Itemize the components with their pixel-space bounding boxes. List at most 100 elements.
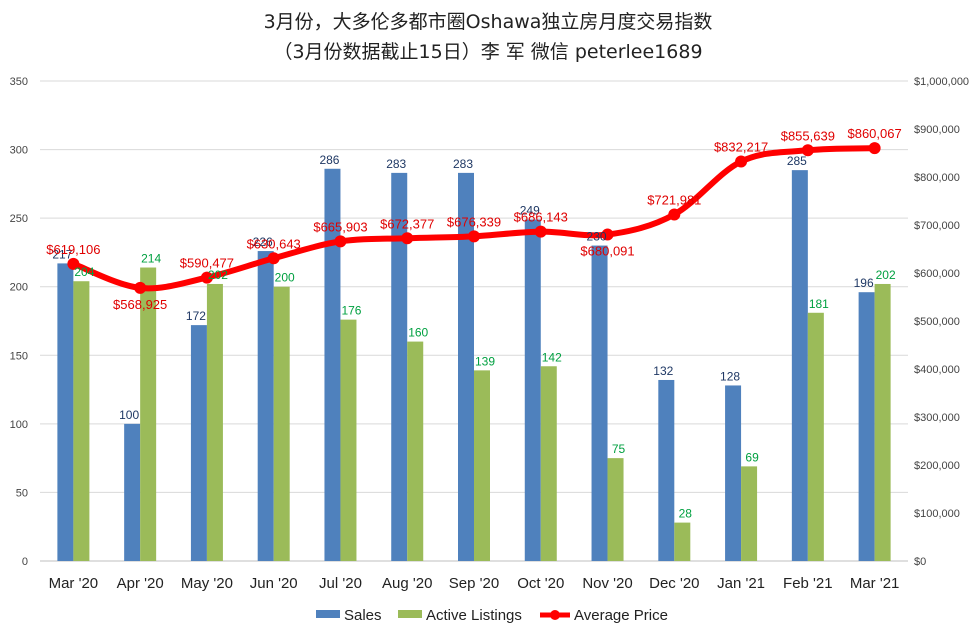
active-listings-bar (273, 286, 290, 561)
average-price-point (534, 225, 547, 238)
legend-average-price-label: Average Price (574, 607, 668, 624)
active-listings-data-label: 75 (612, 442, 626, 456)
average-price-point (334, 235, 347, 248)
legend-sales: Sales (316, 607, 382, 624)
x-tick-label: Jul '20 (319, 575, 362, 592)
average-price-point (267, 252, 280, 265)
y-right-tick-label: $600,000 (914, 268, 960, 280)
active-listings-bar (474, 370, 490, 561)
x-tick-label: Dec '20 (649, 575, 699, 592)
x-tick-label: Jun '20 (250, 575, 298, 592)
active-listings-bar (340, 319, 357, 561)
average-price-point (801, 144, 814, 157)
x-tick-label: Feb '21 (783, 575, 833, 592)
active-listings-data-label: 204 (74, 265, 94, 279)
sales-bar (324, 168, 341, 561)
average-price-data-label: $676,339 (447, 214, 501, 229)
legend-active-listings-label: Active Listings (426, 607, 522, 624)
sales-data-label: 196 (854, 276, 874, 290)
y-right-tick-label: $300,000 (914, 412, 960, 424)
sales-bar (391, 172, 408, 561)
average-price-point (200, 271, 213, 284)
x-tick-label: Mar '20 (49, 575, 99, 592)
average-price-data-label: $672,377 (380, 216, 434, 231)
sales-data-label: 283 (386, 157, 406, 171)
average-price-point (601, 228, 614, 241)
y-right-tick-label: $800,000 (914, 172, 960, 184)
average-price-data-label: $721,981 (647, 192, 701, 207)
active-listings-bar (407, 341, 424, 561)
active-listings-bar (206, 283, 223, 561)
sales-data-label: 100 (119, 408, 139, 422)
y-left-tick-label: 150 (10, 350, 28, 362)
average-price-data-label: $665,903 (313, 219, 367, 234)
average-price-point (868, 142, 881, 155)
average-price-point (401, 232, 414, 245)
sales-bar (57, 263, 74, 561)
active-listings-data-label: 142 (542, 350, 562, 364)
sales-data-label: 285 (787, 154, 807, 168)
sales-data-label: 128 (720, 369, 740, 383)
x-tick-label: Apr '20 (117, 575, 164, 592)
y-left-tick-label: 0 (22, 556, 28, 568)
average-price-data-label: $686,143 (514, 210, 568, 225)
sales-data-label: 249 (520, 204, 540, 218)
sales-bar (725, 385, 742, 561)
legend-average-price: Average Price (540, 607, 668, 624)
sales-bar (190, 325, 207, 561)
x-tick-label: Nov '20 (582, 575, 632, 592)
legend-active-listings-swatch (398, 610, 422, 618)
average-price-data-label: $568,925 (113, 297, 167, 312)
active-listings-data-label: 139 (475, 354, 495, 368)
y-left-tick-label: 350 (10, 76, 28, 88)
x-tick-label: Mar '21 (850, 575, 900, 592)
average-price-data-label: $832,217 (714, 140, 768, 155)
sales-bar (658, 379, 675, 561)
y-right-tick-label: $900,000 (914, 124, 960, 136)
active-listings-bar (807, 312, 824, 561)
average-price-line-group (67, 142, 881, 294)
y-left-tick-label: 250 (10, 213, 28, 225)
average-price-data-label: $860,067 (847, 126, 901, 141)
active-listings-data-label: 200 (275, 271, 295, 285)
legend-active-listings: Active Listings (398, 607, 522, 624)
average-price-point (67, 257, 80, 270)
sales-data-label: 286 (319, 153, 339, 167)
active-listings-data-label: 69 (745, 450, 759, 464)
sales-bar (458, 172, 474, 561)
x-tick-label: Jan '21 (717, 575, 765, 592)
legend-sales-label: Sales (344, 607, 382, 624)
y-right-tick-label: $500,000 (914, 316, 960, 328)
x-tick-label: Oct '20 (517, 575, 564, 592)
average-price-point (468, 230, 480, 243)
average-price-point (735, 155, 748, 168)
sales-bar (124, 423, 141, 561)
x-tick-label: May '20 (181, 575, 233, 592)
average-price-point (668, 208, 681, 221)
average-price-data-label: $855,639 (781, 128, 835, 143)
y-right-tick-label: $400,000 (914, 364, 960, 376)
active-listings-bar (607, 458, 624, 561)
legend: Sales Active Listings Average Price (316, 607, 668, 624)
chart-subtitle: （3月份数据截止15日）李 军 微信 peterlee1689 (273, 41, 702, 63)
active-listings-bar (140, 267, 157, 561)
y-left-tick-label: 50 (16, 487, 28, 499)
active-listings-data-label: 214 (141, 252, 161, 266)
sales-bar (791, 170, 808, 561)
x-tick-label: Aug '20 (382, 575, 432, 592)
active-listings-bar (741, 466, 758, 561)
sales-data-label: 217 (52, 247, 72, 261)
legend-average-price-swatch-marker (550, 610, 560, 620)
sales-data-label: 230 (587, 230, 607, 244)
active-listings-bar (874, 283, 891, 561)
active-listings-data-label: 202 (876, 268, 896, 282)
y-right-tick-label: $200,000 (914, 460, 960, 472)
average-price-data-label: $680,091 (580, 244, 634, 259)
sales-bar (591, 245, 608, 562)
active-listings-bar (540, 366, 557, 561)
active-listings-data-label: 181 (809, 297, 829, 311)
sales-data-label: 226 (253, 235, 273, 249)
active-listings-data-label: 28 (679, 507, 693, 521)
